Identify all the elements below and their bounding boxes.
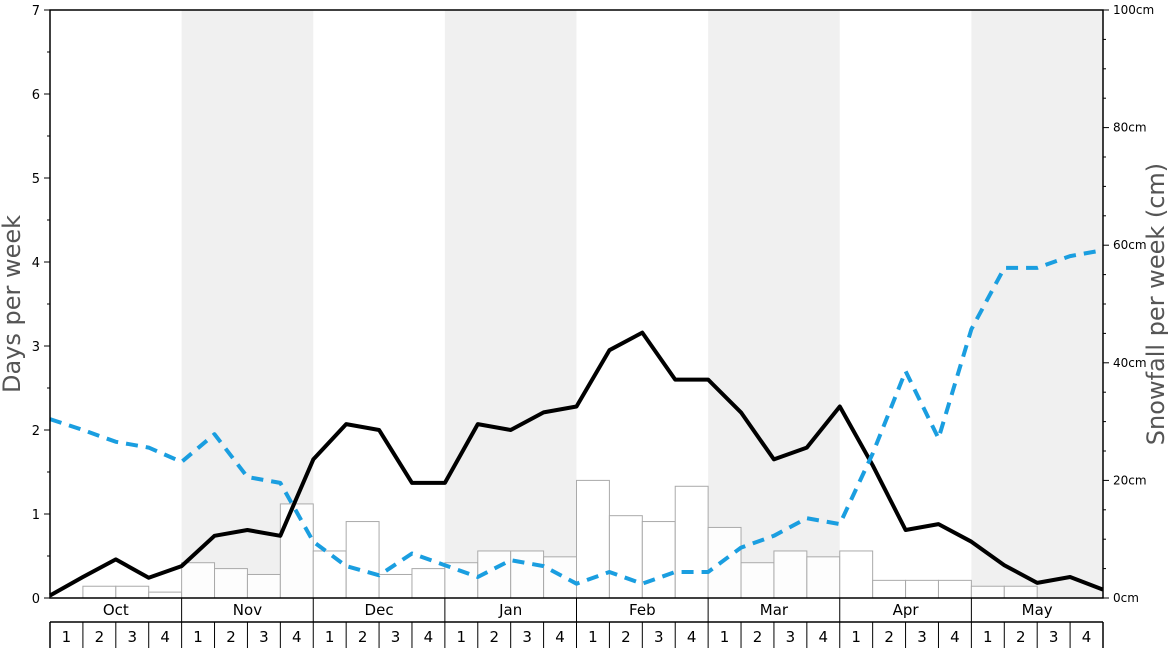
week-label: 4 bbox=[292, 628, 302, 646]
week-label: 2 bbox=[226, 628, 236, 646]
shade-mar bbox=[708, 10, 840, 598]
shade-may bbox=[971, 10, 1103, 598]
snowfall-bar bbox=[576, 479, 610, 599]
left-axis: 0 1 2 3 4 5 6 7 bbox=[32, 4, 50, 607]
left-axis-title: Days per week bbox=[0, 215, 26, 393]
month-label-apr: Apr bbox=[893, 601, 920, 619]
snowfall-bar bbox=[444, 562, 479, 599]
right-tick-label: 100cm bbox=[1113, 3, 1154, 17]
week-label: 2 bbox=[621, 628, 631, 646]
snowfall-bar bbox=[345, 521, 380, 599]
left-tick-label: 0 bbox=[32, 592, 40, 607]
snowfall-bar bbox=[510, 550, 545, 599]
snowfall-bar bbox=[740, 562, 775, 599]
left-tick-label: 5 bbox=[32, 172, 40, 187]
snowfall-bar bbox=[937, 579, 972, 599]
month-label-oct: Oct bbox=[103, 601, 129, 619]
snowfall-bar bbox=[905, 579, 939, 599]
snowfall-bar bbox=[674, 485, 709, 599]
month-label-dec: Dec bbox=[365, 601, 394, 619]
shade-jan bbox=[444, 10, 577, 598]
snowfall-bar bbox=[707, 526, 742, 599]
dashed-line-series bbox=[49, 248, 1104, 586]
week-label: 3 bbox=[654, 628, 664, 646]
week-label: 1 bbox=[193, 628, 203, 646]
month-label-may: May bbox=[1022, 601, 1053, 619]
week-label: 4 bbox=[424, 628, 434, 646]
week-label: 2 bbox=[1016, 628, 1026, 646]
right-tick-label: 60cm bbox=[1113, 238, 1147, 252]
left-tick-label: 6 bbox=[32, 88, 40, 103]
week-label: 3 bbox=[522, 628, 532, 646]
week-label: 1 bbox=[588, 628, 598, 646]
week-label: 1 bbox=[983, 628, 993, 646]
week-label: 4 bbox=[555, 628, 565, 646]
snowfall-bar bbox=[279, 503, 314, 599]
snowfall-bar bbox=[378, 573, 413, 599]
week-label: 4 bbox=[1082, 628, 1092, 646]
week-label: 4 bbox=[160, 628, 170, 646]
week-label: 3 bbox=[917, 628, 927, 646]
right-tick-label: 40cm bbox=[1113, 356, 1147, 370]
month-label-mar: Mar bbox=[760, 601, 789, 619]
week-label-row: 1 2 3 4 1 2 3 4 1 2 3 4 1 2 3 4 1 2 3 4 1 2 3 4 1 2 3 4 1 2 3 4 bbox=[49, 622, 1104, 648]
week-label: 3 bbox=[391, 628, 401, 646]
left-tick-label: 4 bbox=[32, 256, 40, 271]
data-lines bbox=[49, 248, 1104, 598]
right-tick-label: 20cm bbox=[1113, 473, 1147, 487]
week-label: 1 bbox=[457, 628, 467, 646]
snowfall-bar bbox=[1003, 585, 1038, 599]
week-label: 3 bbox=[259, 628, 269, 646]
month-shading bbox=[181, 10, 1103, 598]
month-label-feb: Feb bbox=[629, 601, 656, 619]
left-tick-label: 7 bbox=[32, 4, 40, 19]
week-label: 1 bbox=[720, 628, 730, 646]
snowfall-bar bbox=[839, 550, 874, 599]
snowfall-bar bbox=[148, 591, 183, 599]
snowfall-bar bbox=[641, 521, 676, 599]
week-label: 1 bbox=[325, 628, 335, 646]
month-label-row: Oct Nov Dec Jan Feb Mar Apr May bbox=[50, 598, 1103, 623]
snowfall-bar bbox=[543, 556, 577, 599]
right-tick-label: 80cm bbox=[1113, 121, 1147, 135]
week-label: 4 bbox=[819, 628, 829, 646]
week-label: 3 bbox=[127, 628, 137, 646]
snowfall-bar bbox=[181, 562, 216, 599]
week-label: 4 bbox=[950, 628, 960, 646]
week-label: 2 bbox=[358, 628, 368, 646]
snowfall-bar bbox=[312, 550, 347, 599]
week-label: 2 bbox=[884, 628, 894, 646]
snowfall-bar bbox=[411, 568, 446, 599]
month-label-nov: Nov bbox=[233, 601, 262, 619]
left-tick-label: 1 bbox=[32, 508, 40, 523]
snowfall-bar bbox=[82, 585, 117, 599]
right-tick-label: 0cm bbox=[1113, 591, 1139, 605]
week-label: 1 bbox=[851, 628, 861, 646]
left-tick-label: 2 bbox=[32, 424, 40, 439]
snowfall-bar bbox=[872, 579, 907, 599]
week-label: 2 bbox=[489, 628, 499, 646]
snowfall-bars bbox=[82, 479, 1038, 599]
snowfall-bar bbox=[115, 585, 150, 599]
snowfall-bar bbox=[246, 573, 281, 599]
week-label: 4 bbox=[687, 628, 697, 646]
snow-days-line bbox=[49, 330, 1104, 598]
snowfall-bar bbox=[806, 556, 841, 599]
week-label: 2 bbox=[95, 628, 105, 646]
snowfall-bar bbox=[214, 568, 248, 599]
snowfall-bar bbox=[970, 585, 1005, 599]
month-label-jan: Jan bbox=[498, 601, 522, 619]
week-label: 3 bbox=[786, 628, 796, 646]
week-label: 3 bbox=[1049, 628, 1059, 646]
right-axis: 0cm 20cm 40cm 60cm 80cm 100cm bbox=[1103, 3, 1154, 605]
week-label: 1 bbox=[62, 628, 72, 646]
week-label: 2 bbox=[753, 628, 763, 646]
left-tick-label: 3 bbox=[32, 340, 40, 355]
snowfall-bar bbox=[608, 515, 643, 599]
snowfall-bar bbox=[773, 550, 808, 599]
right-axis-title: Snowfall per week (cm) bbox=[1142, 163, 1168, 445]
